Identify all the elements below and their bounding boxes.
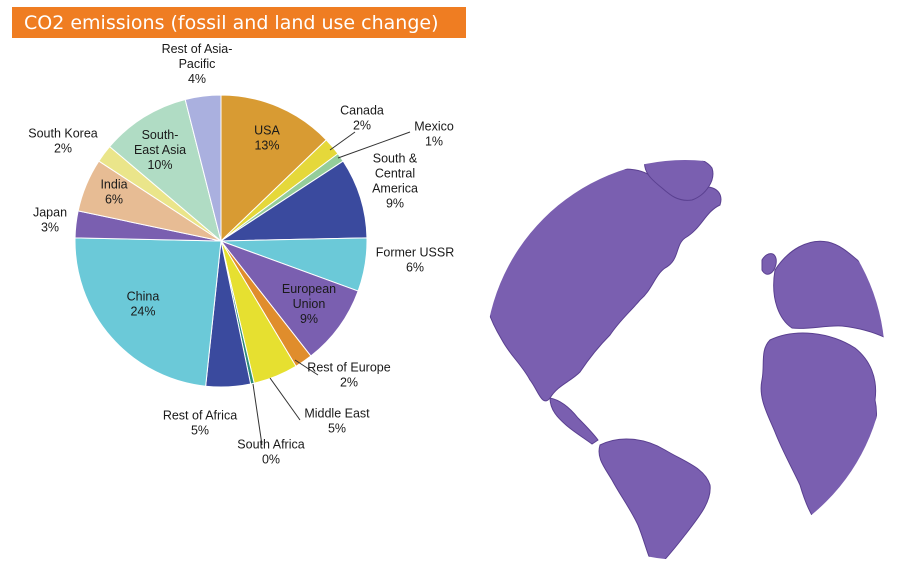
slice-label-former-ussr: Former USSR 6%: [376, 246, 454, 275]
slice-label-south-central-america: South & Central America 9%: [372, 152, 418, 211]
pie-slice-european-union: [219, 239, 359, 357]
north-america-shape: [485, 168, 722, 402]
slice-label-south-africa: South Africa 0%: [237, 438, 304, 467]
slice-label-rest-of-africa: Rest of Africa 5%: [163, 409, 237, 438]
leader-line-canada: [329, 131, 356, 151]
slice-label-middle-east: Middle East 5%: [304, 407, 370, 436]
greenland-shape: [643, 160, 714, 201]
pie-slice-south-east-asia: [108, 98, 222, 243]
chart-title-bar: CO2 emissions (fossil and land use chang…: [12, 7, 466, 38]
slice-label-mexico: Mexico 1%: [414, 120, 454, 149]
slice-label-south-korea: South Korea 2%: [28, 127, 98, 156]
slice-label-india: India 6%: [100, 178, 127, 207]
chart-title: CO2 emissions (fossil and land use chang…: [24, 11, 439, 34]
pie-slice-usa: [220, 94, 328, 243]
europe-shape: [773, 240, 885, 341]
slice-label-japan: Japan 3%: [33, 206, 67, 235]
africa-shape: [760, 332, 878, 529]
central-america-shape: [549, 397, 599, 445]
leader-line-middle-east: [269, 377, 301, 421]
co2-pie-chart: USA 13% Canada 2% Mexico 1% South & Central Amer…: [28, 42, 454, 467]
slice-label-european-union: European Union 9%: [282, 282, 336, 326]
slice-label-canada: Canada 2%: [340, 104, 384, 133]
pie-slice-china: [74, 237, 222, 387]
slice-label-usa: USA 13%: [254, 124, 280, 153]
slice-label-south-east-asia: South-East Asia 10%: [134, 128, 186, 172]
slice-label-rest-of-asia-pacific: Rest of Asia-Pacific 4%: [162, 42, 233, 86]
leader-line-mexico: [337, 131, 411, 159]
slice-label-rest-of-europe: Rest of Europe 2%: [307, 361, 390, 390]
south-america-shape: [598, 438, 711, 560]
slice-label-china: China 24%: [127, 290, 160, 319]
pie-slice-south-central-america: [219, 160, 368, 242]
madagascar-shape: [871, 457, 884, 485]
leader-line-rest-of-europe: [294, 359, 319, 376]
leader-line-south-africa: [252, 383, 263, 446]
world-globe-icon: [485, 160, 885, 560]
pie-slice-rest-of-asia-pacific: [184, 94, 222, 242]
british-isles-shape: [761, 253, 777, 275]
